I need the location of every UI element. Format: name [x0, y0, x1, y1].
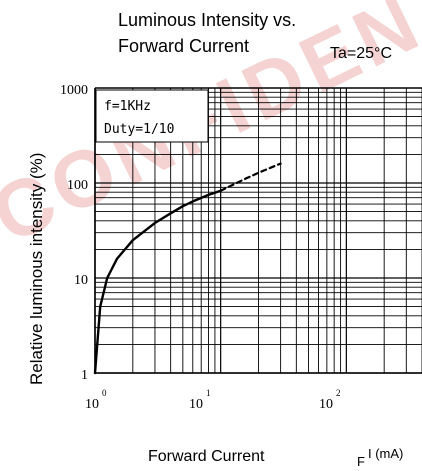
y-tick-label: 1: [81, 368, 88, 383]
svg-text:1: 1: [206, 388, 211, 398]
series-line-extrapolated: [219, 162, 282, 192]
y-tick-label: 100: [67, 178, 88, 193]
x-tick-label: 10 1: [189, 388, 211, 412]
svg-text:2: 2: [336, 388, 341, 398]
x-unit-label: I (mA): [368, 446, 403, 461]
svg-text:0: 0: [102, 388, 107, 398]
series-line-measured: [93, 189, 222, 375]
x-axis-label: Forward Current: [148, 448, 265, 465]
x-tick-label: 10 0: [85, 388, 107, 412]
y-axis-label: Relative luminous intensity (%): [27, 153, 46, 385]
chart-title-line1: Luminous Intensity vs.: [118, 10, 296, 30]
series-layer: [93, 162, 282, 375]
y-tick-label: 10: [74, 273, 88, 288]
chart-title-line2: Forward Current: [118, 36, 249, 56]
svg-text:10: 10: [319, 397, 333, 412]
x-tick-label: 10 2: [319, 388, 341, 412]
x-tick-labels: 10 0 10 1 10 2: [85, 388, 341, 412]
annotation-duty: Duty=1/10: [104, 122, 174, 137]
y-tick-labels: 1000 100 10 1: [60, 83, 88, 383]
annotation-frequency: f=1KHz: [104, 99, 151, 114]
svg-text:10: 10: [85, 397, 99, 412]
condition-label: Ta=25°C: [330, 45, 392, 62]
svg-text:10: 10: [189, 397, 203, 412]
y-tick-label: 1000: [60, 83, 88, 98]
annotation-box: f=1KHz Duty=1/10: [95, 89, 209, 143]
x-unit-subscript: F: [357, 454, 365, 469]
